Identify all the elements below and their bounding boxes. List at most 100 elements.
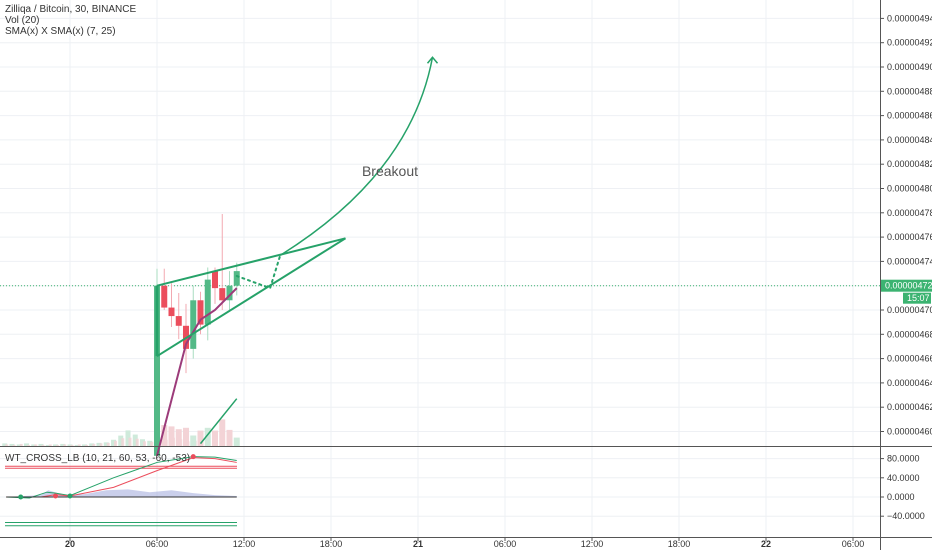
countdown-badge	[903, 292, 931, 304]
price-tick-label: 0.00000492	[887, 38, 932, 48]
candle-body	[197, 300, 204, 325]
volume-bar	[92, 443, 96, 446]
volume-bar	[56, 444, 59, 446]
volume-bar	[38, 443, 44, 446]
volume-bar	[140, 439, 145, 446]
time-tick-label: 22	[761, 539, 771, 549]
volume-bar	[125, 430, 131, 446]
sma-line	[156, 287, 238, 457]
volume-bar	[161, 425, 168, 446]
volume-bar	[226, 429, 233, 446]
volume-bar	[85, 444, 88, 446]
volume-bar	[143, 441, 146, 446]
volume-bar	[121, 438, 125, 446]
candle-body	[212, 271, 218, 289]
price-tick-label: 0.00000462	[887, 402, 932, 412]
candle-body	[161, 285, 168, 308]
volume-bar	[168, 426, 175, 446]
time-tick-label: 18:00	[320, 539, 343, 549]
volume-bar	[197, 430, 204, 446]
volume-bar	[16, 444, 22, 446]
candle-body	[190, 300, 197, 349]
volume-bar	[31, 444, 37, 446]
volume-bar	[106, 442, 110, 446]
wt2-line	[6, 457, 237, 498]
volume-bar	[150, 441, 154, 446]
volume-bar	[12, 444, 16, 446]
price-tick-label: 0.00000474	[887, 256, 932, 266]
volume-bar	[219, 419, 226, 446]
breakout-arrow	[279, 57, 434, 256]
price-tick-label: 0.00000480	[887, 184, 932, 194]
volume-bar	[2, 443, 8, 446]
volume-legend: Vol (20)	[5, 15, 40, 26]
volume-bar	[103, 442, 109, 446]
volume-bar	[48, 444, 52, 446]
sma-legend: SMA(x) X SMA(x) (7, 25)	[5, 26, 116, 37]
volume-bar	[74, 444, 80, 446]
indicator-tick-label: 80.0000	[887, 454, 920, 464]
price-tick-label: 0.00000484	[887, 135, 932, 145]
sma-short-line	[199, 398, 238, 445]
price-tick-label: 0.00000488	[887, 86, 932, 96]
symbol-title: Zilliqa / Bitcoin, 30, BINANCE	[5, 4, 137, 15]
candle-body	[168, 307, 175, 317]
volume-bar	[233, 437, 240, 446]
price-tick-label: 0.00000460	[887, 427, 932, 437]
volume-bar	[128, 437, 132, 446]
volume-bar	[175, 429, 182, 446]
time-tick-label: 21	[413, 539, 423, 549]
price-tick-label: 0.00000470	[887, 305, 932, 315]
wt1-line	[6, 456, 237, 499]
chart-legend: Zilliqa / Bitcoin, 30, BINANCE Vol (20) …	[5, 4, 136, 37]
candle-body	[204, 279, 211, 325]
volume-bar	[77, 444, 81, 446]
volume-bar	[63, 444, 67, 446]
volume-bar	[5, 444, 9, 446]
volume-bar	[114, 440, 117, 446]
indicator-tick-label: 40.0000	[887, 473, 920, 483]
volume-bar	[27, 444, 30, 446]
volume-bar	[135, 438, 139, 446]
countdown-value: 15:07	[907, 293, 930, 303]
price-tick-label: 0.00000494	[887, 13, 932, 23]
volume-bar	[212, 430, 218, 446]
price-tick-label: 0.00000476	[887, 232, 932, 242]
cross-dot	[18, 494, 24, 500]
price-badge-value: 0.00000472	[885, 281, 932, 291]
volume-bar	[190, 435, 197, 446]
cross-dot	[53, 493, 58, 499]
price-tick-label: 0.00000468	[887, 329, 932, 339]
volume-bar	[96, 442, 102, 446]
time-tick-label: 06:00	[842, 539, 865, 549]
price-tick-label: 0.00000482	[887, 159, 932, 169]
indicator-tick-label: −40.0000	[887, 511, 925, 521]
volume-bar	[67, 444, 73, 446]
price-badge	[881, 279, 932, 292]
volume-bar	[34, 444, 38, 446]
volume-bar	[111, 439, 116, 446]
volume-bar	[82, 444, 87, 446]
volume-bar	[204, 427, 211, 446]
indicator-tick-label: 0.0000	[887, 492, 915, 502]
volume-bar	[183, 427, 189, 446]
volume-bar	[53, 444, 58, 446]
volume-bar	[19, 443, 23, 446]
price-tick-label: 0.00000464	[887, 378, 932, 388]
volume-bar	[132, 434, 138, 446]
cross-dot	[67, 493, 73, 499]
time-tick-label: 06:00	[494, 539, 517, 549]
price-tick-label: 0.00000466	[887, 354, 932, 364]
wedge-lower-line	[156, 237, 347, 358]
volume-bar	[118, 435, 124, 446]
price-tick-label: 0.00000490	[887, 62, 932, 72]
candle-body	[233, 271, 240, 286]
time-tick-label: 06:00	[146, 539, 169, 549]
wedge-upper-line	[156, 237, 346, 287]
volume-bar	[24, 443, 29, 446]
indicator-title: WT_CROSS_LB (10, 21, 60, 53, -60, -53)	[5, 453, 191, 464]
candle-body	[226, 285, 233, 301]
volume-bar	[89, 443, 95, 446]
volume-bar	[41, 444, 45, 446]
